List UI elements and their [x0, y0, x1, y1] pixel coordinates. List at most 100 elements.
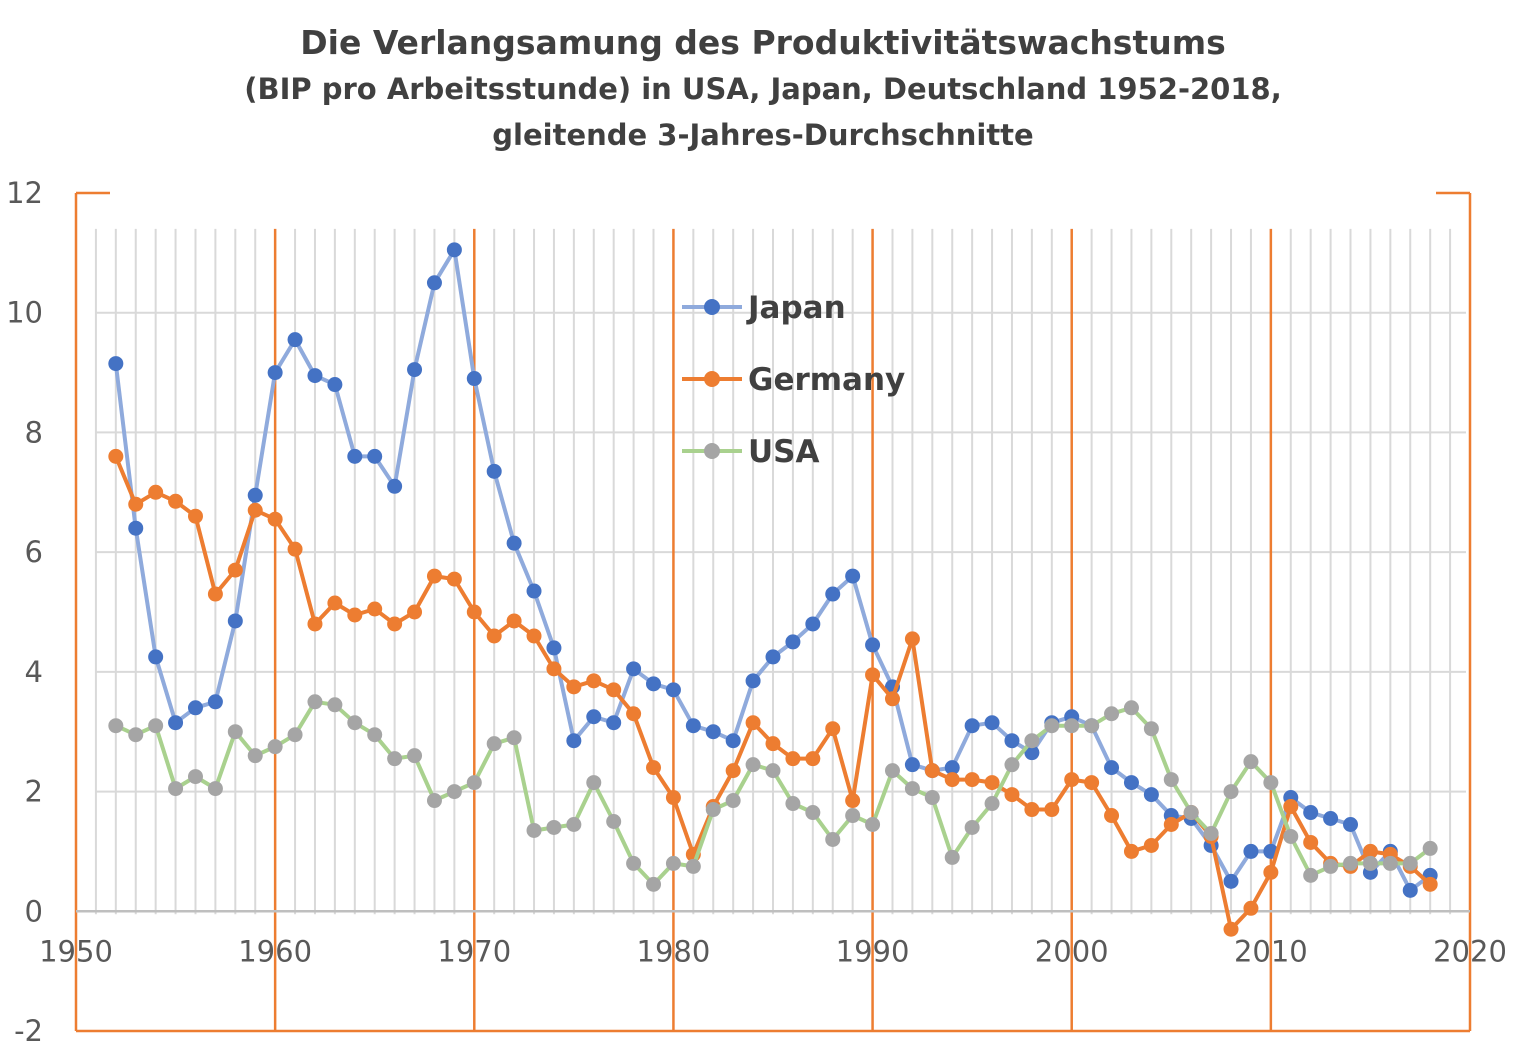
- grid: [94, 228, 1466, 1031]
- data-point: [426, 568, 442, 584]
- data-point: [685, 858, 701, 874]
- data-point: [606, 814, 622, 829]
- data-point: [586, 673, 602, 689]
- data-point: [745, 715, 761, 731]
- data-point: [626, 661, 642, 677]
- data-point: [347, 448, 363, 464]
- data-point: [865, 637, 881, 653]
- data-point: [1024, 802, 1040, 818]
- data-point: [984, 796, 1000, 812]
- data-point: [287, 727, 303, 743]
- data-point: [606, 682, 622, 698]
- data-point: [904, 781, 920, 797]
- data-point: [705, 724, 721, 740]
- chart-subtitle-line-2: gleitende 3-Jahres-Durchschnitte: [492, 118, 1034, 152]
- data-point: [108, 356, 124, 372]
- data-point: [805, 805, 821, 821]
- data-point: [765, 763, 781, 779]
- data-point: [367, 448, 383, 464]
- data-point: [845, 808, 861, 824]
- data-point: [1064, 718, 1080, 734]
- data-point: [665, 790, 681, 806]
- data-point: [387, 478, 403, 494]
- axes: -2 0 2 4 6 8 10 12 1950 1960 1970 1980 1990 2000 2010 2…: [6, 176, 1507, 1048]
- data-point: [1243, 754, 1259, 770]
- y-tick-label: 4: [25, 655, 43, 689]
- data-point: [1343, 816, 1359, 832]
- data-point: [825, 586, 841, 602]
- legend-label: Japan: [746, 290, 846, 326]
- data-point: [1084, 775, 1100, 791]
- data-point: [665, 682, 681, 698]
- y-tick-label: 2: [25, 775, 43, 809]
- data-point: [247, 487, 263, 503]
- data-point: [506, 535, 522, 551]
- data-point: [1303, 834, 1319, 850]
- data-point: [1382, 855, 1398, 871]
- data-point: [466, 775, 482, 791]
- data-point: [207, 586, 223, 602]
- data-point: [267, 739, 283, 755]
- data-point: [1163, 816, 1179, 832]
- y-tick-label: 0: [25, 894, 43, 928]
- legend-entry-japan: Japan: [682, 290, 846, 326]
- data-point: [446, 242, 462, 258]
- data-point: [407, 604, 423, 620]
- data-point: [506, 613, 522, 629]
- data-point: [1283, 799, 1299, 815]
- data-point: [964, 718, 980, 734]
- data-point: [1143, 787, 1159, 803]
- data-point: [128, 727, 144, 743]
- data-point: [486, 736, 502, 752]
- data-point: [207, 694, 223, 710]
- data-point: [1303, 805, 1319, 821]
- data-point: [924, 763, 940, 779]
- data-point: [865, 667, 881, 683]
- data-point: [1402, 882, 1418, 898]
- data-point: [1323, 858, 1339, 874]
- legend-swatch-marker: [704, 299, 720, 315]
- data-point: [546, 661, 562, 677]
- data-point: [227, 724, 243, 740]
- data-point: [108, 448, 124, 464]
- data-point: [1362, 855, 1378, 871]
- legend-entry-usa: USA: [682, 434, 820, 470]
- data-point: [466, 604, 482, 620]
- data-point: [128, 520, 144, 536]
- data-point: [984, 775, 1000, 791]
- data-point: [944, 849, 960, 865]
- data-point: [606, 715, 622, 731]
- chart-title: Die Verlangsamung des Produktivitätswach…: [300, 23, 1226, 62]
- data-point: [168, 715, 184, 731]
- data-point: [1183, 805, 1199, 821]
- y-tick-label: 10: [6, 296, 43, 330]
- data-point: [148, 649, 164, 665]
- data-point: [566, 679, 582, 695]
- data-point: [1223, 921, 1239, 937]
- data-point: [426, 275, 442, 291]
- data-point: [1303, 867, 1319, 883]
- data-point: [646, 760, 662, 776]
- data-point: [1243, 900, 1259, 916]
- chart-title-block: Die Verlangsamung des Produktivitätswach…: [0, 20, 1526, 158]
- data-point: [247, 502, 263, 518]
- data-point: [227, 562, 243, 578]
- data-point: [1123, 700, 1139, 716]
- data-point: [1123, 775, 1139, 791]
- data-point: [1123, 843, 1139, 859]
- data-point: [267, 511, 283, 527]
- legend: Japan Germany USA: [682, 290, 905, 470]
- data-point: [367, 727, 383, 743]
- data-point: [586, 709, 602, 725]
- y-tick-label: -2: [14, 1014, 43, 1048]
- y-tick-label: 8: [25, 415, 43, 449]
- data-point: [347, 607, 363, 623]
- data-point: [546, 640, 562, 656]
- data-point: [825, 831, 841, 847]
- data-point: [725, 733, 741, 749]
- data-point: [108, 718, 124, 734]
- series-group: [108, 242, 1438, 937]
- data-point: [387, 616, 403, 632]
- data-point: [1143, 837, 1159, 853]
- data-point: [805, 751, 821, 767]
